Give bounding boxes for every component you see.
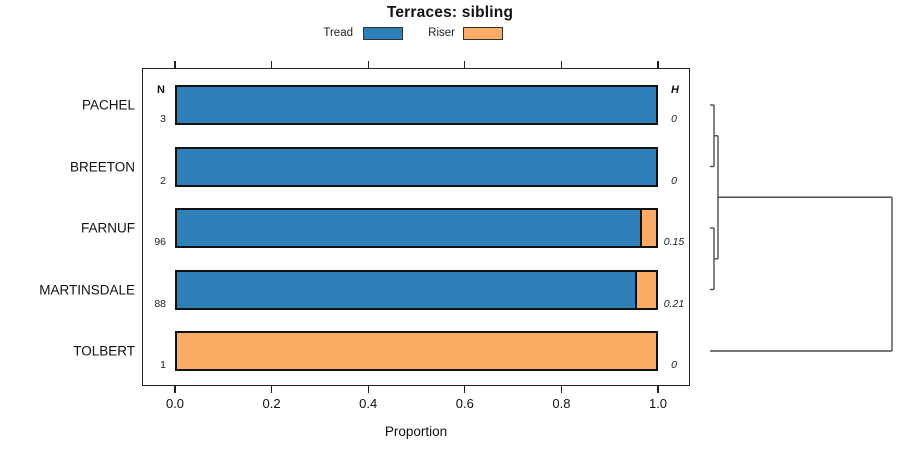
x-axis-title: Proportion xyxy=(384,424,448,439)
bar-segment-riser xyxy=(636,271,656,308)
chart-title: Terraces: sibling xyxy=(386,4,514,21)
bar-tolbert xyxy=(175,331,658,371)
legend-swatch-tread xyxy=(363,27,403,40)
bar-breeton xyxy=(175,146,658,187)
category-label-tolbert: TOLBERT xyxy=(73,343,135,359)
legend-label-riser: Riser xyxy=(428,27,455,39)
n-value-breeton: 2 xyxy=(160,174,166,187)
h-value-martinsdale: 0.21 xyxy=(663,297,685,310)
bar-segment-tread xyxy=(177,210,642,246)
x-tick-bottom xyxy=(367,386,369,393)
bar-segment-riser xyxy=(641,210,656,246)
x-tick-label: 0.8 xyxy=(552,396,571,411)
bar-segment-tread xyxy=(177,148,656,185)
legend-label-tread: Tread xyxy=(323,27,353,39)
h-value-pachel: 0 xyxy=(671,113,677,125)
x-tick-top xyxy=(174,61,176,68)
x-tick-bottom xyxy=(270,386,273,393)
n-value-pachel: 3 xyxy=(160,113,166,125)
x-tick-bottom xyxy=(464,386,466,393)
n-value-farnuf: 96 xyxy=(154,236,166,248)
x-tick-top xyxy=(270,61,273,68)
bar-pachel xyxy=(175,85,658,125)
x-tick-bottom xyxy=(174,386,176,393)
category-label-pachel: PACHEL xyxy=(81,97,135,113)
x-tick-label: 0.6 xyxy=(455,396,474,411)
x-tick-top xyxy=(367,61,369,68)
category-label-farnuf: FARNUF xyxy=(81,220,135,236)
n-column-header: N xyxy=(157,84,165,96)
h-value-tolbert: 0 xyxy=(671,359,677,371)
h-value-farnuf: 0.15 xyxy=(663,236,685,248)
x-tick-bottom xyxy=(657,386,659,393)
bar-farnuf xyxy=(175,208,658,248)
bar-segment-tread xyxy=(177,87,656,123)
x-tick-label: 0.4 xyxy=(359,396,378,411)
x-tick-label: 0.0 xyxy=(165,396,185,411)
category-label-breeton: BREETON xyxy=(69,159,135,174)
bar-segment-tread xyxy=(177,271,637,308)
bar-martinsdale xyxy=(175,269,658,310)
h-column-header: H xyxy=(671,84,679,96)
n-value-tolbert: 1 xyxy=(160,359,166,371)
x-tick-top xyxy=(464,61,466,68)
x-tick-label: 1.0 xyxy=(648,396,668,411)
n-value-martinsdale: 88 xyxy=(154,297,166,310)
legend-swatch-riser xyxy=(463,27,503,40)
h-value-breeton: 0 xyxy=(671,174,677,187)
x-tick-label: 0.2 xyxy=(262,396,281,411)
x-tick-top xyxy=(560,61,563,68)
bar-segment-riser xyxy=(177,333,656,369)
category-label-martinsdale: MARTINSDALE xyxy=(39,282,135,297)
x-tick-bottom xyxy=(560,386,563,393)
x-tick-top xyxy=(657,61,659,68)
